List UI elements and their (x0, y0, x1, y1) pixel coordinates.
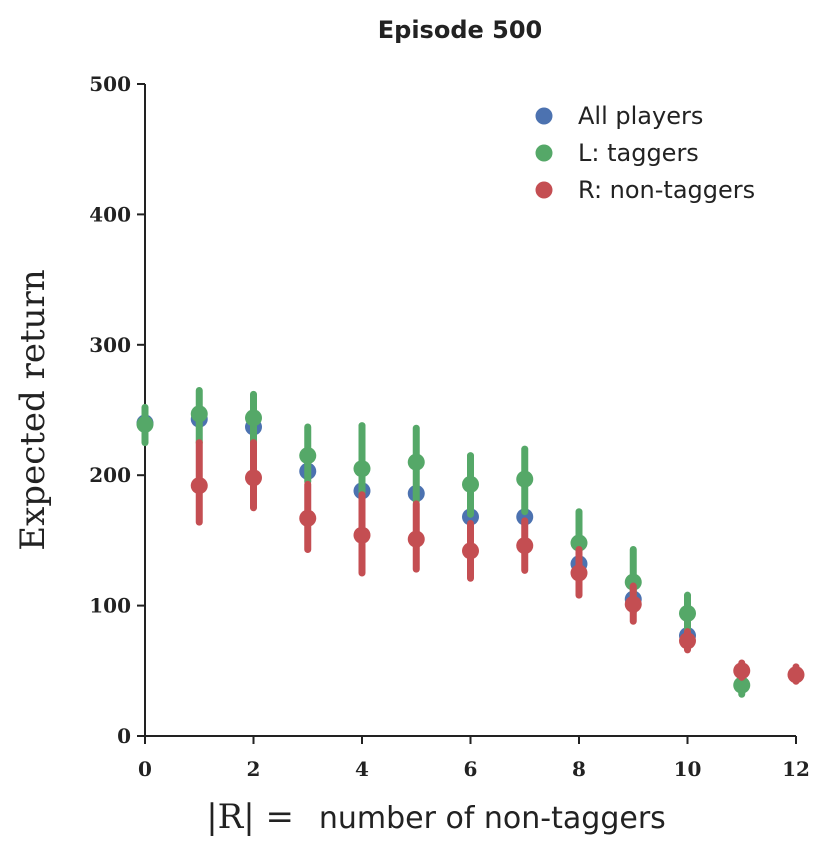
x-tick-label: 8 (572, 757, 586, 781)
x-ticks: 0 2 4 6 8 10 12 (138, 736, 810, 781)
data-point (679, 604, 696, 622)
data-point (407, 453, 425, 471)
y-tick-label: 500 (89, 72, 131, 96)
legend-marker (535, 181, 553, 199)
x-tick-label: 10 (674, 757, 702, 781)
data-point (516, 470, 534, 488)
y-ticks: 0 100 200 300 400 500 (89, 72, 145, 748)
y-tick-label: 300 (89, 333, 131, 357)
legend-label: L: taggers (578, 139, 699, 167)
legend: All players L: taggers R: non-taggers (535, 102, 755, 204)
data-point (353, 526, 371, 544)
y-tick-label: 200 (89, 463, 131, 487)
series-3 (190, 439, 805, 685)
chart-title: Episode 500 (378, 16, 542, 44)
plot-series (136, 386, 805, 698)
y-tick-label: 400 (89, 202, 131, 226)
x-axis-label-text: number of non-taggers (319, 801, 666, 836)
data-point (570, 564, 588, 582)
data-point (190, 405, 208, 423)
x-tick-label: 6 (464, 757, 478, 781)
x-tick-label: 2 (247, 757, 261, 781)
data-point (624, 595, 642, 613)
data-point (407, 530, 425, 548)
data-point (516, 508, 534, 526)
data-point (299, 509, 317, 527)
y-tick-label: 0 (117, 724, 131, 748)
data-point (733, 662, 751, 680)
data-point (299, 447, 317, 465)
legend-label: R: non-taggers (578, 176, 755, 204)
data-point (462, 542, 479, 560)
y-tick-label: 100 (89, 594, 131, 618)
data-point (516, 537, 534, 555)
x-axis-label: |R| = number of non-taggers (206, 797, 666, 837)
legend-marker (535, 107, 553, 125)
x-tick-label: 4 (355, 757, 369, 781)
data-point (679, 632, 696, 650)
y-axis-label: Expected return (13, 269, 53, 550)
data-point (190, 477, 208, 495)
x-tick-label: 0 (138, 757, 152, 781)
x-axis-label-prefix: |R| = (206, 797, 294, 837)
data-point (624, 573, 642, 591)
data-point (462, 475, 479, 493)
data-point (733, 676, 751, 694)
legend-marker (535, 144, 553, 162)
data-point (787, 666, 805, 684)
data-point (245, 409, 262, 427)
data-point (245, 469, 262, 487)
x-tick-label: 12 (782, 757, 810, 781)
data-point (136, 415, 154, 433)
data-point (353, 460, 371, 478)
data-point (570, 534, 588, 552)
series-2 (136, 386, 751, 698)
legend-label: All players (578, 102, 703, 130)
